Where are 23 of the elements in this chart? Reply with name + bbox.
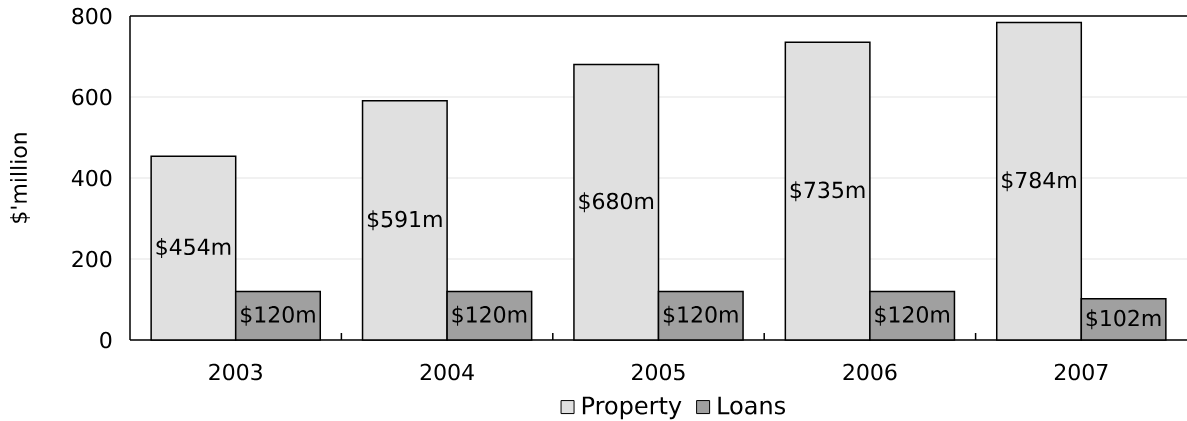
x-tick-label: 2004 (420, 363, 474, 381)
y-axis-title: $'million (10, 133, 30, 223)
data-label: $784m (1002, 171, 1076, 192)
y-tick-label: 400 (71, 169, 112, 187)
data-label: $102m (1086, 309, 1161, 330)
legend-label: Loans (718, 396, 785, 415)
data-label: $454m (156, 238, 231, 259)
data-label: $591m (367, 210, 442, 231)
x-tick-label: 2006 (843, 363, 897, 381)
y-tick-label: 0 (100, 331, 112, 349)
data-label: $120m (875, 305, 949, 326)
y-tick-label: 200 (72, 250, 112, 268)
x-tick-label: 2005 (632, 363, 685, 381)
data-label: $120m (663, 305, 738, 326)
data-label: $120m (241, 305, 315, 326)
data-label: $120m (452, 305, 527, 326)
data-label: $735m (790, 181, 865, 202)
x-tick-label: 2003 (209, 363, 262, 381)
y-tick-label: 800 (72, 7, 112, 25)
data-label: $680m (579, 192, 654, 213)
x-tick-label: 2007 (1054, 363, 1108, 381)
legend-label: Property (582, 396, 682, 420)
y-tick-label: 600 (72, 88, 112, 106)
